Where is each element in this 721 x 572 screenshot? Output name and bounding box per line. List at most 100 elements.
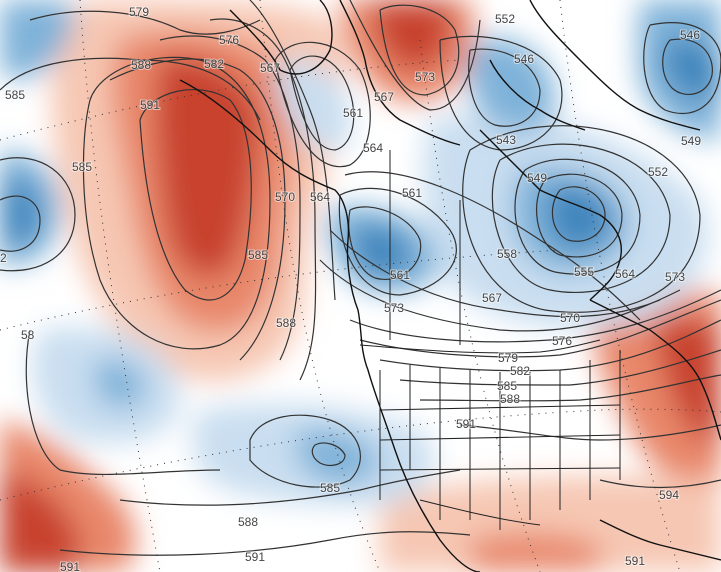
contour-arctic-1 <box>662 38 713 96</box>
contour-582 <box>159 35 301 361</box>
contour-576 <box>209 18 317 381</box>
ridge-shading-core <box>155 57 260 278</box>
contour-label: 2 <box>0 251 7 265</box>
coastlines <box>179 0 721 572</box>
contour-label: 579 <box>129 5 149 19</box>
contour-label: 558 <box>497 247 517 261</box>
contour-label: 552 <box>648 165 668 179</box>
contour-label: 591 <box>60 560 80 572</box>
contour-564-gulf <box>274 41 371 168</box>
contour-label: 591 <box>140 98 160 112</box>
contour-561-gulf <box>289 55 355 151</box>
contour-label: 588 <box>131 58 151 72</box>
contour-label: 543 <box>496 133 516 147</box>
mexico-border <box>419 499 541 526</box>
nw-cool-shading <box>0 0 73 80</box>
contour-label: 591 <box>625 554 645 568</box>
contour-579-us <box>359 299 721 358</box>
contour-hudson-5 <box>462 125 701 313</box>
contour-label: 591 <box>245 550 265 564</box>
contour-label: 549 <box>527 171 547 185</box>
contour-label: 561 <box>343 106 363 120</box>
contour-585-us <box>399 349 721 386</box>
contour-label: 561 <box>390 268 410 282</box>
contour-label: 579 <box>498 351 518 365</box>
gulf-coast <box>599 519 721 561</box>
contour-588-us <box>419 374 721 402</box>
contour-label: 549 <box>681 134 701 148</box>
contour-570-us <box>319 259 681 332</box>
contour-585-ridge <box>109 58 286 361</box>
contour-label: 573 <box>415 70 435 84</box>
bc-trough-core <box>354 223 410 278</box>
contour-baffin-1 <box>439 35 563 151</box>
contour-573-beaufort <box>379 4 460 96</box>
graticule-lon-3 <box>419 39 541 572</box>
east-coastline <box>589 299 721 441</box>
contour-585-west <box>0 157 76 272</box>
graticule-lat-1 <box>0 59 461 141</box>
graticule-lon-1 <box>79 0 161 572</box>
contour-label: 576 <box>552 334 572 348</box>
contour-label: 573 <box>665 270 685 284</box>
contour-label: 564 <box>310 190 330 204</box>
contour-label: 546 <box>514 52 534 66</box>
us-canada-border <box>359 339 601 354</box>
beaufort-warm-core <box>370 0 452 70</box>
contour-label: 582 <box>510 364 530 378</box>
contour-label: 585 <box>320 481 340 495</box>
contour-label: 570 <box>560 311 580 325</box>
contour-591-us <box>459 424 721 441</box>
alaska-coast <box>229 0 333 75</box>
contour-label: 591 <box>456 417 476 431</box>
contour-arctic-2 <box>643 22 721 114</box>
sw-us-cool-core <box>296 428 380 485</box>
contour-570 <box>249 0 336 301</box>
contour-label: 567 <box>374 90 394 104</box>
south-warm-shading <box>380 476 721 572</box>
contour-hudson-2 <box>536 173 623 258</box>
contour-label: 585 <box>248 248 268 262</box>
graticule-lat-2 <box>0 249 561 331</box>
arctic-coast <box>339 0 461 146</box>
contour-label: 561 <box>402 186 422 200</box>
contour-label: 582 <box>204 57 224 71</box>
contour-567-bc <box>344 171 641 321</box>
contour-label: 564 <box>363 141 383 155</box>
state-border-h3 <box>379 467 621 471</box>
contour-573 <box>329 229 661 318</box>
contour-label: 567 <box>260 61 280 75</box>
contour-label: 585 <box>497 379 517 393</box>
political-borders <box>359 150 621 530</box>
contour-585-sw <box>249 414 361 488</box>
contour-576-us <box>349 289 721 343</box>
contour-591-south <box>59 531 471 556</box>
contour-588-south <box>119 469 461 506</box>
east-us-warm-core <box>655 320 721 442</box>
contour-label: 546 <box>680 28 700 42</box>
contour-label: 576 <box>219 33 239 47</box>
pacific-cool-core <box>94 359 146 408</box>
contour-564-bc <box>338 187 457 296</box>
state-border-h1 <box>379 404 621 411</box>
west-coastline <box>179 79 481 572</box>
contour-579 <box>29 10 261 35</box>
contour-label: 585 <box>72 160 92 174</box>
contour-label: 594 <box>659 488 679 502</box>
graticule-lon-4 <box>559 0 681 572</box>
hudson-bay-coast <box>479 129 622 301</box>
contour-label: 555 <box>574 265 594 279</box>
height-contours <box>0 0 721 556</box>
north-warm-shading <box>80 0 180 24</box>
west-cool-core <box>0 175 40 247</box>
baffin-coast <box>489 59 586 131</box>
contour-585-north <box>0 57 261 121</box>
contour-label: 588 <box>276 316 296 330</box>
gulf-warm-shading <box>470 533 600 572</box>
contour-label: 58 <box>21 328 35 342</box>
contour-label: 588 <box>238 515 258 529</box>
contour-591 <box>139 89 252 301</box>
contour-sw-low <box>311 442 346 466</box>
